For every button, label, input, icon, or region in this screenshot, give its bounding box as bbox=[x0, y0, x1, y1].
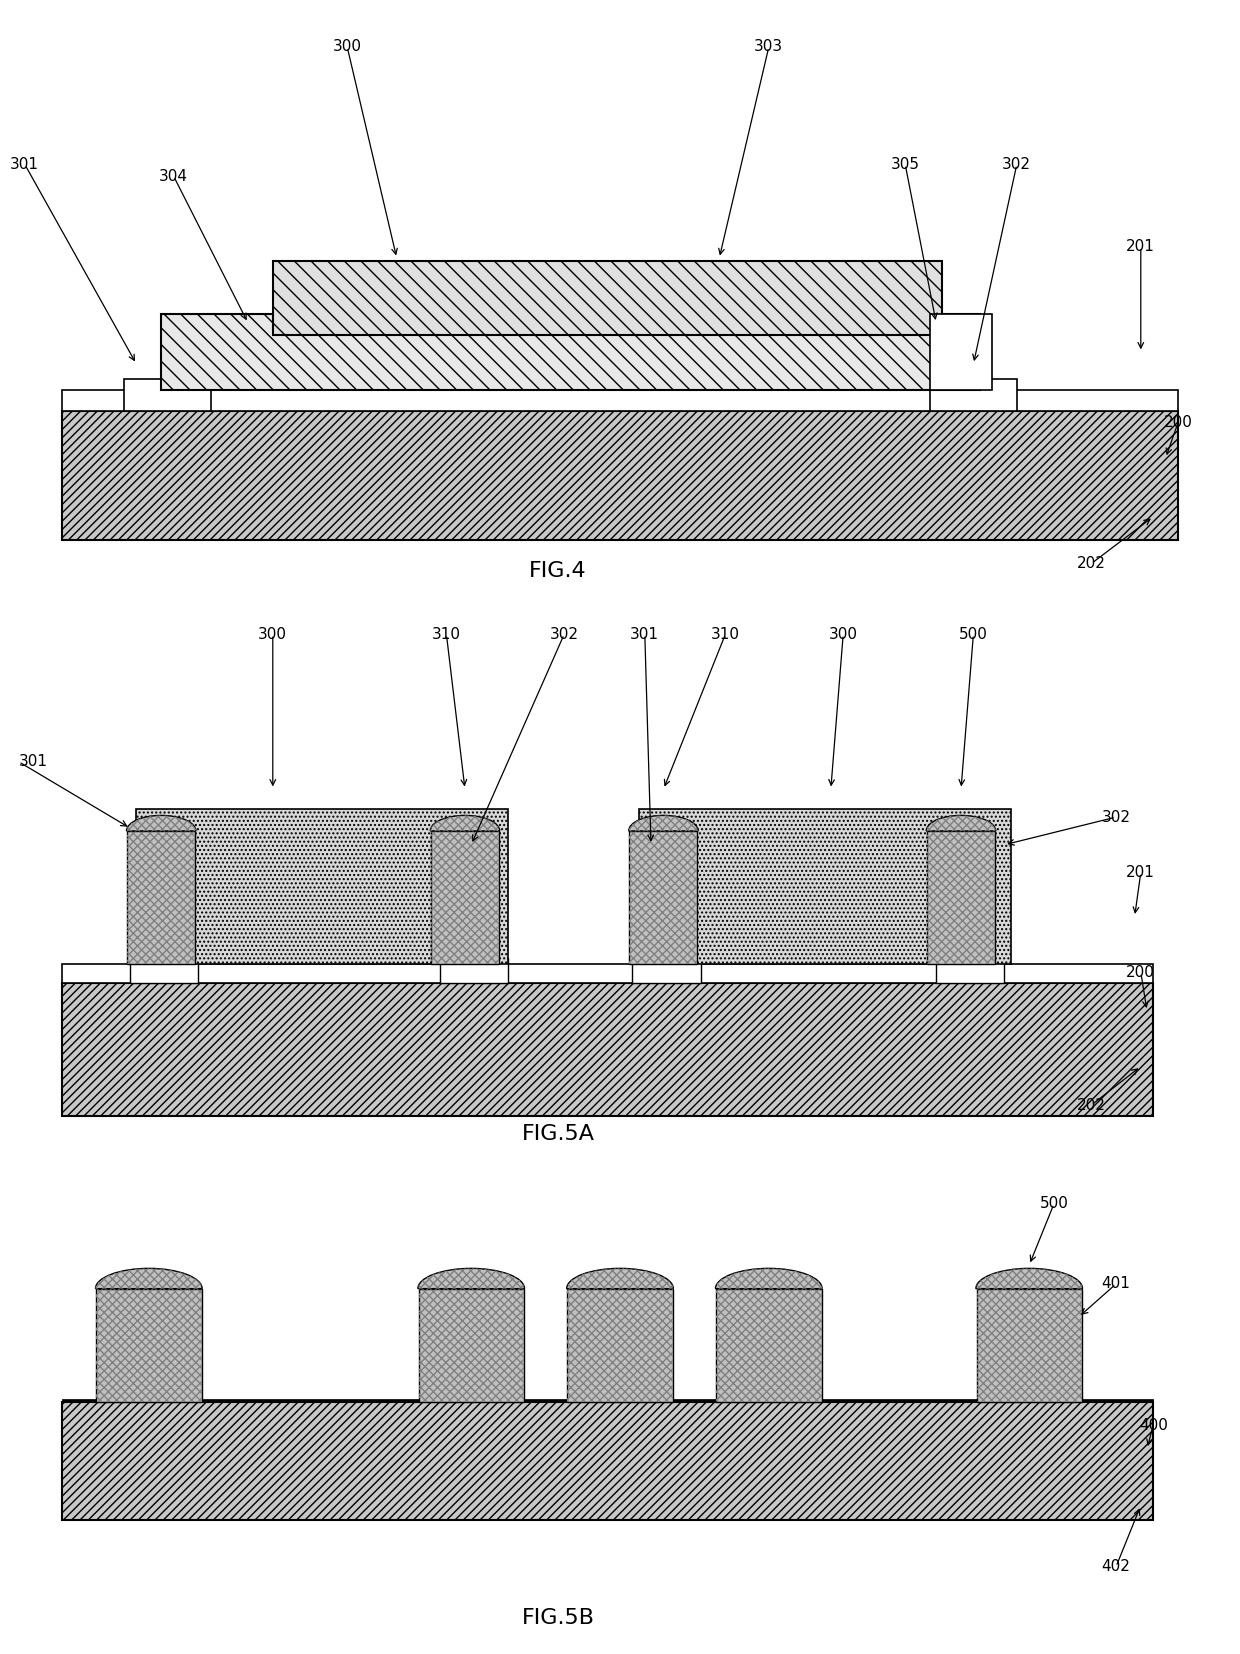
Bar bbox=[161, 314, 980, 390]
Wedge shape bbox=[95, 1269, 202, 1288]
Text: 300: 300 bbox=[258, 627, 288, 642]
Wedge shape bbox=[126, 815, 196, 830]
Bar bbox=[97, 1288, 201, 1403]
Bar bbox=[926, 830, 994, 964]
Text: 200: 200 bbox=[1163, 415, 1193, 430]
Bar bbox=[977, 1288, 1081, 1403]
Text: 300: 300 bbox=[332, 40, 362, 55]
Bar bbox=[629, 830, 697, 964]
Bar bbox=[936, 958, 1004, 982]
Text: 301: 301 bbox=[19, 754, 47, 769]
Text: 200: 200 bbox=[1126, 964, 1156, 979]
Text: 500: 500 bbox=[1039, 1196, 1069, 1211]
Bar bbox=[419, 1288, 523, 1403]
Text: 201: 201 bbox=[1126, 240, 1156, 255]
Bar bbox=[124, 379, 211, 412]
Bar bbox=[130, 958, 198, 982]
Text: 300: 300 bbox=[828, 627, 858, 642]
Bar bbox=[126, 830, 196, 964]
Bar bbox=[136, 809, 508, 964]
Wedge shape bbox=[976, 1269, 1083, 1288]
Text: 302: 302 bbox=[549, 627, 579, 642]
Bar bbox=[62, 982, 1153, 1116]
Text: 303: 303 bbox=[754, 40, 784, 55]
Bar bbox=[273, 261, 942, 334]
Bar bbox=[432, 830, 500, 964]
Text: 201: 201 bbox=[1126, 865, 1156, 880]
Bar bbox=[977, 1288, 1081, 1403]
Text: 305: 305 bbox=[890, 157, 920, 172]
Bar bbox=[639, 809, 1011, 964]
Wedge shape bbox=[715, 1269, 822, 1288]
Bar bbox=[432, 830, 500, 964]
Bar bbox=[930, 314, 992, 390]
Text: 401: 401 bbox=[1101, 1277, 1131, 1292]
Text: 202: 202 bbox=[1076, 1098, 1106, 1113]
Text: 301: 301 bbox=[630, 627, 660, 642]
Bar bbox=[440, 958, 508, 982]
Bar bbox=[62, 1403, 1153, 1520]
Text: FIG.5A: FIG.5A bbox=[522, 1125, 594, 1145]
Bar bbox=[568, 1288, 672, 1403]
Text: 202: 202 bbox=[1076, 556, 1106, 571]
Text: 310: 310 bbox=[432, 627, 461, 642]
Text: 302: 302 bbox=[1002, 157, 1032, 172]
Bar bbox=[629, 830, 697, 964]
Text: 400: 400 bbox=[1138, 1417, 1168, 1432]
Text: 302: 302 bbox=[1101, 809, 1131, 825]
Bar bbox=[62, 964, 1153, 982]
Bar bbox=[62, 412, 1178, 541]
Wedge shape bbox=[926, 815, 996, 830]
Bar bbox=[419, 1288, 523, 1403]
Text: 304: 304 bbox=[159, 169, 188, 184]
Bar bbox=[62, 1399, 1153, 1403]
Bar bbox=[717, 1288, 821, 1403]
Bar bbox=[632, 958, 701, 982]
Text: 310: 310 bbox=[711, 627, 740, 642]
Text: FIG.4: FIG.4 bbox=[529, 561, 587, 581]
Text: 301: 301 bbox=[10, 157, 40, 172]
Text: 402: 402 bbox=[1101, 1560, 1131, 1575]
Text: 500: 500 bbox=[959, 627, 988, 642]
Bar bbox=[717, 1288, 821, 1403]
Bar bbox=[926, 830, 994, 964]
Wedge shape bbox=[629, 815, 698, 830]
Wedge shape bbox=[418, 1269, 525, 1288]
Bar bbox=[62, 390, 1178, 412]
Text: FIG.5B: FIG.5B bbox=[522, 1608, 594, 1628]
Bar bbox=[97, 1288, 201, 1403]
Wedge shape bbox=[430, 815, 500, 830]
Bar bbox=[568, 1288, 672, 1403]
Wedge shape bbox=[567, 1269, 673, 1288]
Bar bbox=[930, 379, 1017, 412]
Bar bbox=[126, 830, 196, 964]
